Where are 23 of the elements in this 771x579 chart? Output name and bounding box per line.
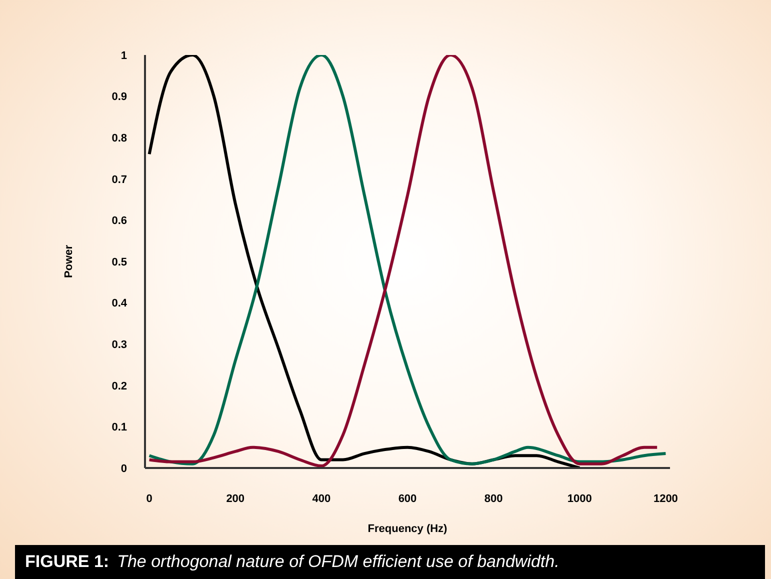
x-tick-label: 1200 [653, 492, 678, 505]
y-tick-label: 0 [120, 462, 127, 475]
y-axis-title: Power [62, 244, 75, 278]
y-tick-label: 0.1 [112, 422, 127, 434]
y-tick-label: 0.3 [112, 339, 127, 352]
y-tick-label: 0.6 [112, 215, 127, 228]
caption: FIGURE 1: [25, 552, 110, 572]
y-tick-label: 0.5 [112, 256, 127, 268]
y-tick-label: 0.2 [112, 380, 127, 392]
x-tick-label: 400 [312, 492, 331, 505]
y-tick-label: 0.8 [112, 132, 127, 145]
line-series [148, 55, 582, 468]
x-tick-label: 200 [226, 492, 245, 505]
y-tick-label: 0.4 [112, 298, 128, 310]
text: The orthogonal nature of OFDM efficient use of bandwidth. [117, 552, 560, 572]
x-tick-label: 800 [484, 492, 503, 505]
x-tick-label: 1000 [567, 492, 592, 505]
x-tick-label: 600 [398, 492, 417, 505]
y-tick-label: 0.9 [112, 91, 127, 104]
y-tick-label: 1 [120, 50, 127, 62]
y-tick-label: 0.7 [112, 174, 127, 186]
x-axis-title: Frequency (Hz) [368, 523, 448, 535]
x-tick-label: 0 [146, 492, 152, 505]
